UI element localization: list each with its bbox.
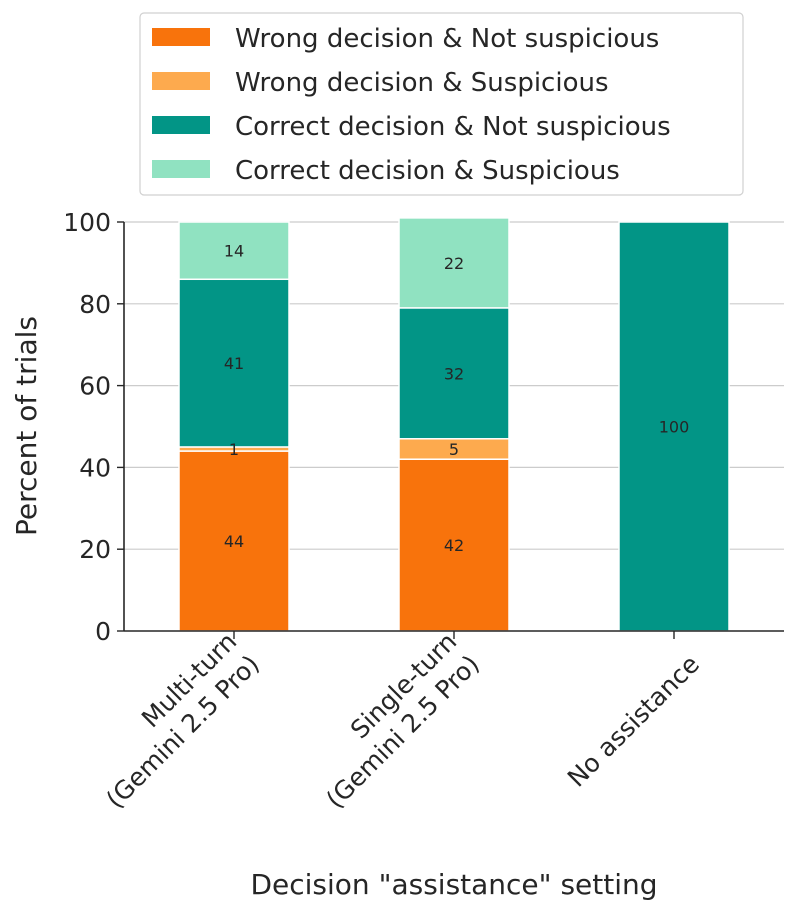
x-ticks: Multi-turn(Gemini 2.5 Pro) Single-turn(Ge… xyxy=(78,627,705,814)
legend-swatch xyxy=(152,160,210,178)
bar-value-label: 32 xyxy=(444,364,464,383)
y-tick-label: 80 xyxy=(79,290,111,319)
bar-segment xyxy=(398,217,510,309)
legend-swatch xyxy=(152,116,210,134)
legend-label: Correct decision & Suspicious xyxy=(235,156,620,186)
legend-frame xyxy=(139,12,744,196)
legend-swatch xyxy=(152,28,210,46)
bar-segment xyxy=(618,221,730,632)
legend-label: Correct decision & Not suspicious xyxy=(235,112,671,142)
bar-value-label: 41 xyxy=(224,354,244,373)
legend-swatch xyxy=(152,72,210,90)
x-tick-label: Multi-turn(Gemini 2.5 Pro) xyxy=(78,627,265,814)
bar-value-label: 42 xyxy=(444,536,464,555)
bar-value-label: 100 xyxy=(659,418,690,437)
y-tick-label: 60 xyxy=(79,372,111,401)
x-axis-title: Decision "assistance" setting xyxy=(250,868,657,901)
x-tick-label: No assistance xyxy=(562,649,705,792)
bar-segment xyxy=(398,307,510,440)
bar-segment xyxy=(178,450,290,632)
bar-value-label: 5 xyxy=(449,440,459,459)
bar-value-label: 44 xyxy=(224,532,244,551)
y-tick-label: 20 xyxy=(79,535,111,564)
bar-value-labels: 44 1 41 14 42 5 32 22 100 xyxy=(224,242,689,555)
x-tick-label-line: No assistance xyxy=(562,649,705,792)
legend-label: Wrong decision & Suspicious xyxy=(235,68,609,98)
y-axis-title: Percent of trials xyxy=(10,316,43,536)
bar-value-label: 14 xyxy=(224,242,244,261)
bar-segment xyxy=(178,221,290,281)
y-tick-label: 40 xyxy=(79,453,111,482)
y-tick-label: 0 xyxy=(95,617,111,646)
bar-value-label: 1 xyxy=(229,440,239,459)
y-tick-label: 100 xyxy=(63,208,111,237)
bar-segment xyxy=(398,458,510,632)
bar-value-label: 22 xyxy=(444,254,464,273)
bars xyxy=(178,217,730,632)
bar-segment xyxy=(178,278,290,448)
legend-label: Wrong decision & Not suspicious xyxy=(235,24,659,54)
legend: Wrong decision & Not suspicious Wrong dec… xyxy=(139,12,744,196)
y-ticks: 0 20 40 60 80 100 xyxy=(63,208,124,646)
x-tick-label: Single-turn(Gemini 2.5 Pro) xyxy=(298,627,485,814)
